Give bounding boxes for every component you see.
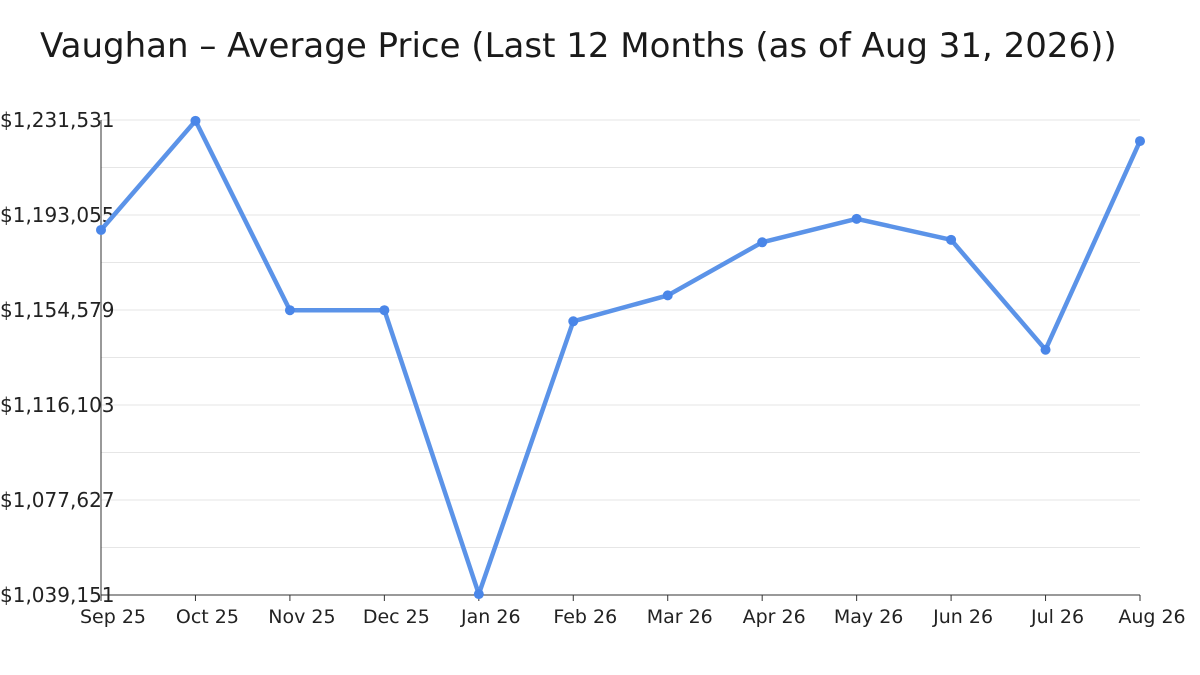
data-point bbox=[1040, 344, 1051, 355]
axes bbox=[100, 120, 1140, 596]
data-point bbox=[568, 316, 579, 327]
x-tick-label: May 26 bbox=[834, 606, 904, 628]
x-tick-label: Dec 25 bbox=[363, 606, 430, 628]
data-point bbox=[757, 237, 768, 248]
x-tick-label: Jan 26 bbox=[460, 606, 521, 628]
x-tick-label: Jul 26 bbox=[1030, 606, 1084, 628]
x-tick-label: Jun 26 bbox=[932, 606, 993, 628]
y-tick-label: $1,154,579 bbox=[0, 298, 115, 322]
data-point bbox=[190, 115, 201, 126]
x-tick-labels: Sep 25 Oct 25 Nov 25 Dec 25 Jan 26 Feb 26 Mar … bbox=[80, 595, 1186, 628]
y-tick-label: $1,193,055 bbox=[0, 203, 115, 227]
series-line bbox=[98, 118, 1143, 597]
x-tick-label: Sep 25 bbox=[80, 606, 146, 628]
x-tick-label: Nov 25 bbox=[268, 606, 335, 628]
data-point bbox=[946, 234, 957, 245]
y-tick-labels: $1,039,151 $1,077,627 $1,116,103 $1,154,579… bbox=[0, 108, 115, 607]
data-point bbox=[284, 305, 295, 316]
data-point bbox=[379, 305, 390, 316]
series-layer bbox=[98, 118, 1143, 597]
y-tick-label: $1,116,103 bbox=[0, 393, 115, 417]
x-tick-label: Aug 26 bbox=[1118, 606, 1185, 628]
data-points bbox=[96, 115, 1145, 600]
data-point bbox=[1135, 136, 1145, 147]
data-point bbox=[851, 213, 862, 224]
y-tick-label: $1,231,531 bbox=[0, 108, 115, 132]
data-point bbox=[96, 224, 106, 235]
x-tick-label: Apr 26 bbox=[743, 606, 806, 628]
y-tick-label: $1,039,151 bbox=[0, 583, 115, 607]
chart-title: Vaughan – Average Price (Last 12 Months … bbox=[40, 26, 1117, 66]
data-point bbox=[662, 290, 673, 301]
y-tick-label: $1,077,627 bbox=[0, 488, 115, 512]
gridlines bbox=[101, 119, 1140, 548]
x-tick-label: Mar 26 bbox=[647, 606, 713, 628]
x-tick-label: Oct 25 bbox=[176, 606, 239, 628]
data-point bbox=[473, 589, 484, 600]
x-tick-label: Feb 26 bbox=[553, 606, 617, 628]
